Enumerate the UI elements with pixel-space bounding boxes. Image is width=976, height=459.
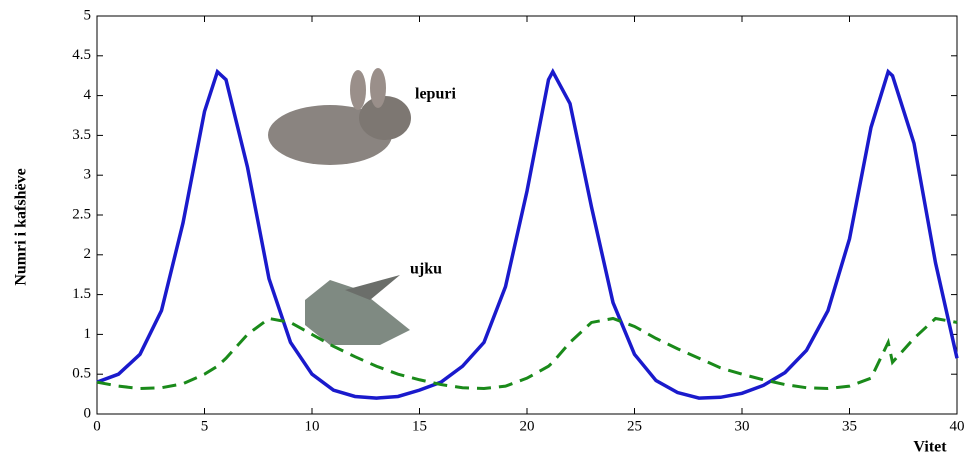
y-tick-label: 2.5 [72,206,91,222]
y-tick-label: 3 [84,167,92,183]
x-tick-label: 25 [627,418,642,434]
x-tick-label: 35 [842,418,857,434]
y-tick-label: 5 [84,7,92,23]
x-tick-label: 15 [412,418,427,434]
y-tick-label: 0 [84,405,92,421]
x-tick-label: 30 [735,418,750,434]
x-tick-label: 0 [93,418,101,434]
rabbit-picture [268,68,411,165]
x-axis-label: Vitet [913,439,947,456]
y-tick-label: 4 [84,87,92,103]
y-tick-label: 4.5 [72,47,91,63]
series-line [96,68,959,400]
x-tick-label: 20 [520,418,535,434]
x-tick-label: 40 [950,418,965,434]
series-label: ujku [410,261,442,278]
y-tick-label: 1 [84,326,92,342]
series-label: lepuri [415,86,456,103]
y-axis-label: Numri i kafshëve [13,168,30,285]
y-tick-label: 1.5 [72,286,91,302]
y-tick-label: 0.5 [72,366,91,382]
y-tick-label: 2 [84,246,92,262]
y-tick-label: 3.5 [72,127,91,143]
x-tick-label: 10 [305,418,320,434]
wolf-picture [305,275,410,345]
plot-frame [96,15,958,415]
series-line [96,316,958,391]
x-tick-label: 5 [201,418,209,434]
